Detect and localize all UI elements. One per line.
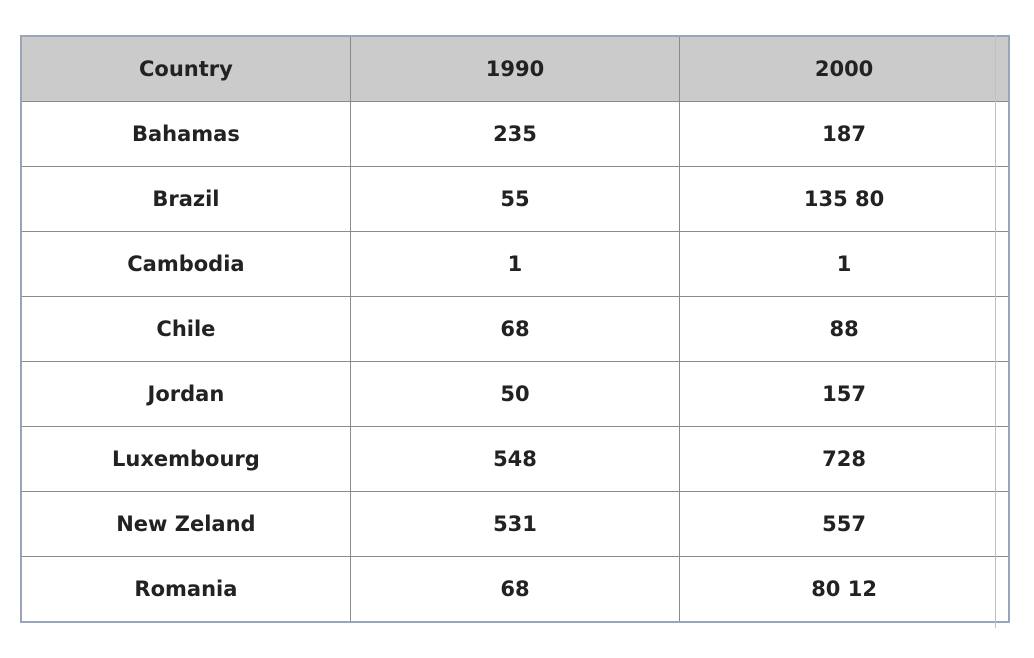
header-cell: 1990: [349, 35, 681, 102]
country-cell: Luxembourg: [20, 426, 351, 492]
value-cell: 88: [679, 296, 1010, 362]
table-head: Country 1990 2000: [20, 35, 1010, 102]
table-body: Bahamas 235 187 Brazil 55 135 80 Cambodia 1 1 Chi…: [20, 101, 1010, 623]
value-cell: 68: [349, 296, 681, 362]
data-table: Country 1990 2000 Bahamas 235 187 Brazil 55 135…: [20, 35, 1010, 623]
value-cell: 557: [679, 491, 1010, 557]
value-cell: 728: [679, 426, 1010, 492]
table-row: Cambodia 1 1: [20, 231, 1010, 297]
value-cell: 531: [349, 491, 681, 557]
table-row: Jordan 50 157: [20, 361, 1010, 427]
value-cell: 157: [679, 361, 1010, 427]
country-cell: Brazil: [20, 166, 351, 232]
value-cell: 235: [349, 101, 681, 167]
value-cell: 1: [349, 231, 681, 297]
table-container: Country 1990 2000 Bahamas 235 187 Brazil 55 135…: [20, 35, 1010, 623]
value-cell: 548: [349, 426, 681, 492]
value-cell: 135 80: [679, 166, 1010, 232]
value-cell: 55: [349, 166, 681, 232]
value-cell: 80 12: [679, 556, 1010, 623]
country-cell: New Zeland: [20, 491, 351, 557]
page-edge: [995, 35, 996, 628]
table-row: Chile 68 88: [20, 296, 1010, 362]
value-cell: 50: [349, 361, 681, 427]
table-row: New Zeland 531 557: [20, 491, 1010, 557]
table-row: Bahamas 235 187: [20, 101, 1010, 167]
value-cell: 187: [679, 101, 1010, 167]
table-row: Brazil 55 135 80: [20, 166, 1010, 232]
value-cell: 68: [349, 556, 681, 623]
country-cell: Bahamas: [20, 101, 351, 167]
country-cell: Romania: [20, 556, 351, 623]
header-row: Country 1990 2000: [20, 35, 1010, 102]
table-row: Romania 68 80 12: [20, 556, 1010, 623]
value-cell: 1: [679, 231, 1010, 297]
header-cell: Country: [20, 35, 351, 102]
country-cell: Chile: [20, 296, 351, 362]
country-cell: Jordan: [20, 361, 351, 427]
country-cell: Cambodia: [20, 231, 351, 297]
table-row: Luxembourg 548 728: [20, 426, 1010, 492]
header-cell: 2000: [679, 35, 1010, 102]
